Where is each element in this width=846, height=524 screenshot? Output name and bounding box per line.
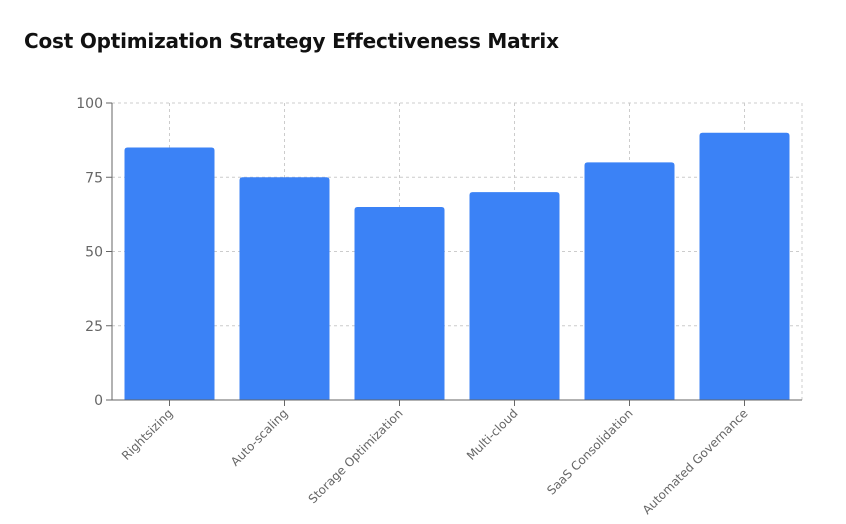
bar-rightsizing[interactable] (124, 147, 215, 400)
y-tick-label: 50 (85, 245, 103, 261)
bar-series (124, 132, 790, 400)
x-tick-label: Multi-cloud (464, 406, 521, 463)
grid-lines (111, 102, 803, 401)
bar-multi-cloud[interactable] (469, 192, 560, 400)
x-tick-label: Rightsizing (119, 406, 176, 463)
bar-saas-consolidation[interactable] (584, 162, 675, 400)
x-axis-ticks: Rightsizing Auto-scaling Storage Optimizat… (119, 400, 751, 517)
bar-auto-scaling[interactable] (239, 177, 330, 400)
y-tick-label: 100 (76, 96, 103, 112)
y-axis-ticks: 0 25 50 75 100 (76, 96, 112, 409)
x-tick-label: Automated Governance (640, 406, 751, 517)
bar-storage-optimization[interactable] (354, 206, 445, 400)
x-tick-label: SaaS Consolidation (544, 406, 635, 497)
y-tick-label: 0 (94, 393, 103, 409)
x-tick-label: Auto-scaling (228, 406, 291, 469)
x-tick-label: Storage Optimization (306, 406, 406, 506)
chart-title: Cost Optimization Strategy Effectiveness… (24, 29, 559, 53)
bar-automated-governance[interactable] (699, 132, 790, 400)
y-tick-label: 25 (85, 319, 103, 335)
y-tick-label: 75 (85, 170, 103, 186)
